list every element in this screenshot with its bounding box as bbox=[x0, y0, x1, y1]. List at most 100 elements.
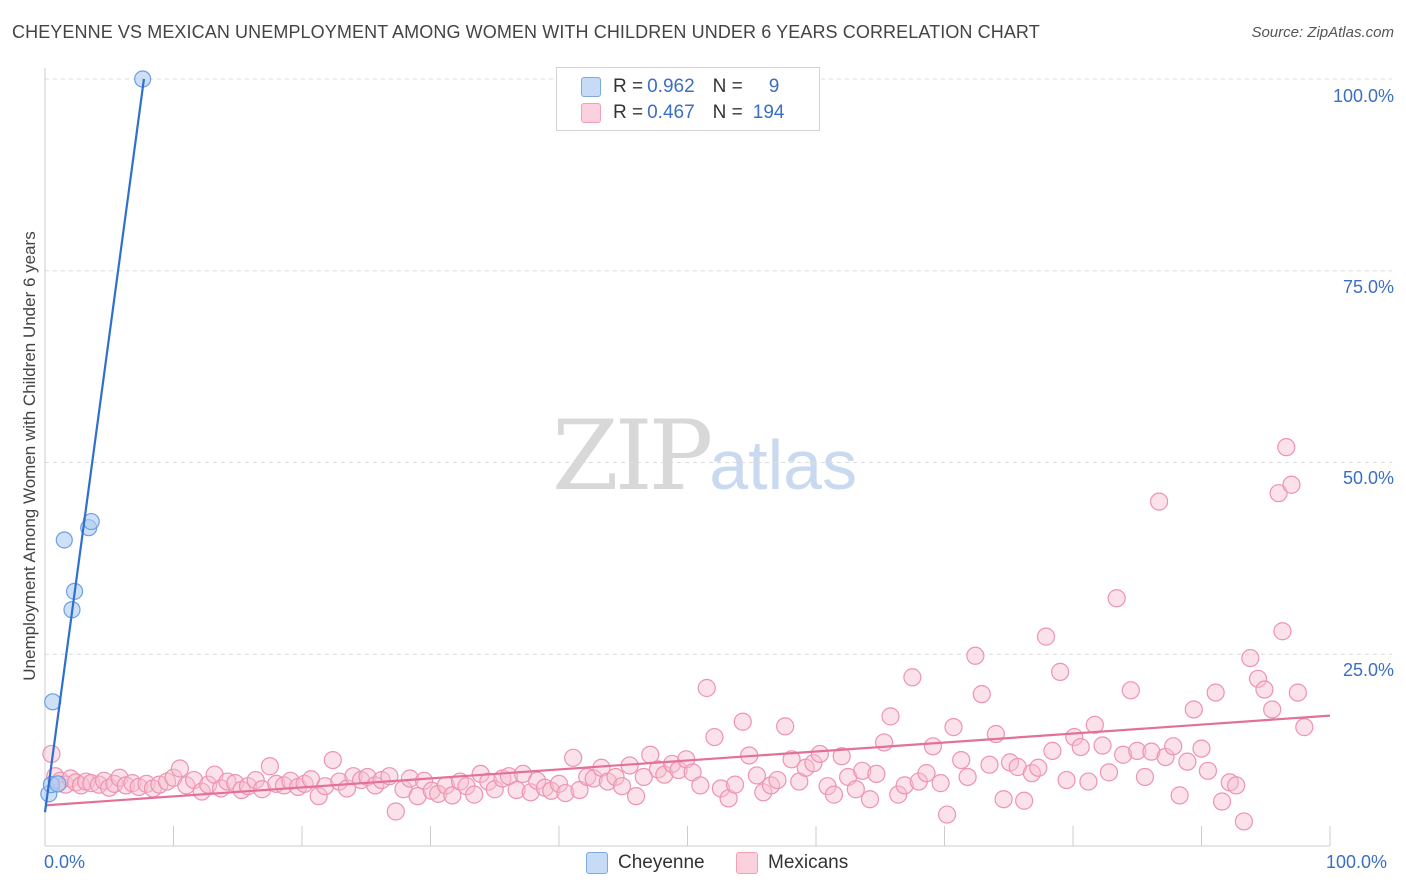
cheyenne-point bbox=[49, 775, 67, 793]
mexicans-point bbox=[1282, 475, 1301, 494]
mexicans-point bbox=[1085, 715, 1104, 734]
mexicans-point bbox=[1234, 812, 1254, 831]
mexicans-point bbox=[937, 805, 957, 824]
mexicans-point bbox=[754, 783, 773, 802]
x-tick-label-0: 0.0% bbox=[44, 852, 86, 872]
mexicans-point bbox=[626, 787, 646, 806]
legend-item-mexicans[interactable]: Mexicans bbox=[736, 852, 848, 874]
mexicans-point bbox=[768, 770, 787, 790]
mexicans-point bbox=[1269, 484, 1288, 503]
chart-title: CHEYENNE VS MEXICAN UNEMPLOYMENT AMONG W… bbox=[12, 22, 1040, 42]
mexicans-point bbox=[443, 786, 462, 805]
mexicans-point bbox=[1212, 792, 1232, 811]
mexicans-points bbox=[42, 438, 1314, 831]
mexicans-point bbox=[137, 774, 156, 793]
mexicans-point bbox=[260, 757, 279, 776]
n-label: N = bbox=[712, 76, 743, 97]
cheyenne-point bbox=[55, 531, 73, 549]
legend-item-cheyenne[interactable]: Cheyenne bbox=[586, 852, 705, 874]
mexicans-point bbox=[1142, 742, 1161, 761]
mexicans-point bbox=[1093, 736, 1112, 755]
mexicans-point bbox=[1277, 438, 1296, 457]
mexicans-point bbox=[733, 712, 752, 731]
mexicans-point bbox=[875, 733, 894, 752]
mexicans-point bbox=[1121, 681, 1140, 700]
r-value: 0.467 bbox=[647, 102, 695, 123]
mexicans-point bbox=[980, 755, 999, 774]
mexicans-point bbox=[1263, 700, 1282, 719]
mexicans-point bbox=[1043, 741, 1062, 760]
mexicans-point bbox=[697, 678, 716, 698]
legend-row-cheyenne: R = 0.962 N = 9 bbox=[581, 75, 779, 99]
mexicans-point bbox=[528, 771, 547, 790]
mexicans-point bbox=[972, 685, 991, 704]
watermark: ZIPatlas bbox=[552, 400, 857, 512]
mexicans-point bbox=[1128, 741, 1147, 760]
watermark-zip: ZIP bbox=[552, 400, 713, 512]
watermark-atlas: atlas bbox=[709, 426, 858, 504]
mexicans-point bbox=[1248, 669, 1268, 688]
mexicans-point bbox=[564, 748, 583, 767]
source-credit: Source: ZipAtlas.com bbox=[1251, 24, 1394, 41]
r-value: 0.962 bbox=[647, 76, 695, 97]
mexicans-point bbox=[1135, 767, 1155, 787]
mexicans-point bbox=[507, 780, 526, 800]
r-label: R = bbox=[613, 102, 644, 123]
mexicans-point bbox=[824, 785, 844, 804]
mexicans-point bbox=[1273, 622, 1292, 641]
mexicans-point bbox=[952, 750, 971, 770]
mexicans-point bbox=[895, 776, 914, 795]
cheyenne-swatch bbox=[586, 852, 608, 874]
mexicans-point bbox=[542, 781, 561, 800]
trend-lines bbox=[43, 78, 1331, 813]
n-value: 9 bbox=[768, 76, 780, 97]
mexicans-swatch bbox=[736, 852, 758, 874]
mexicans-point bbox=[170, 759, 190, 778]
mexicans-point bbox=[606, 767, 625, 787]
n-value: 194 bbox=[752, 102, 785, 123]
mexicans-point bbox=[1036, 627, 1056, 646]
mexicans-swatch bbox=[581, 103, 601, 123]
y-tick-label-100: 100.0% bbox=[1332, 86, 1394, 106]
mexicans-point bbox=[994, 790, 1013, 809]
mexicans-point bbox=[958, 767, 977, 787]
mexicans-point bbox=[747, 766, 766, 785]
mexicans-point bbox=[1178, 752, 1197, 771]
mexicans-point bbox=[1164, 737, 1183, 756]
mexicans-point bbox=[853, 761, 872, 780]
y-tick-label-50: 50.0% bbox=[1342, 468, 1394, 488]
r-label: R = bbox=[613, 76, 644, 97]
mexicans-point bbox=[860, 790, 880, 809]
n-label: N = bbox=[712, 102, 743, 123]
mexicans-point bbox=[832, 747, 851, 766]
mexicans-trend-line bbox=[44, 714, 1331, 807]
x-tick-label-100: 100.0% bbox=[1326, 852, 1388, 872]
mexicans-point bbox=[889, 785, 908, 804]
mexicans-point bbox=[846, 780, 865, 799]
legend-label-cheyenne: Cheyenne bbox=[618, 852, 705, 873]
grid-lines bbox=[45, 78, 1392, 655]
mexicans-point bbox=[246, 770, 265, 790]
y-axis-label: Unemployment Among Women with Children U… bbox=[20, 231, 39, 681]
mexicans-point bbox=[634, 767, 653, 787]
mexicans-point bbox=[923, 737, 943, 756]
mexicans-point bbox=[966, 646, 985, 665]
mexicans-point bbox=[309, 787, 328, 806]
mexicans-point bbox=[549, 774, 569, 793]
mexicans-point bbox=[465, 785, 484, 804]
mexicans-point bbox=[1099, 763, 1119, 782]
mexicans-point bbox=[782, 750, 801, 769]
mexicans-point bbox=[1029, 758, 1048, 777]
mexicans-point bbox=[1051, 662, 1070, 681]
mexicans-point bbox=[810, 744, 829, 764]
mexicans-point bbox=[711, 779, 731, 798]
mexicans-point bbox=[725, 775, 745, 794]
mexicans-point bbox=[881, 707, 900, 726]
mexicans-point bbox=[776, 717, 795, 736]
mexicans-point bbox=[414, 771, 434, 790]
mexicans-point bbox=[1192, 739, 1211, 758]
mexicans-point bbox=[66, 773, 85, 792]
mexicans-point bbox=[218, 772, 237, 791]
mexicans-point bbox=[1015, 791, 1034, 810]
cheyenne-swatch bbox=[581, 77, 601, 97]
